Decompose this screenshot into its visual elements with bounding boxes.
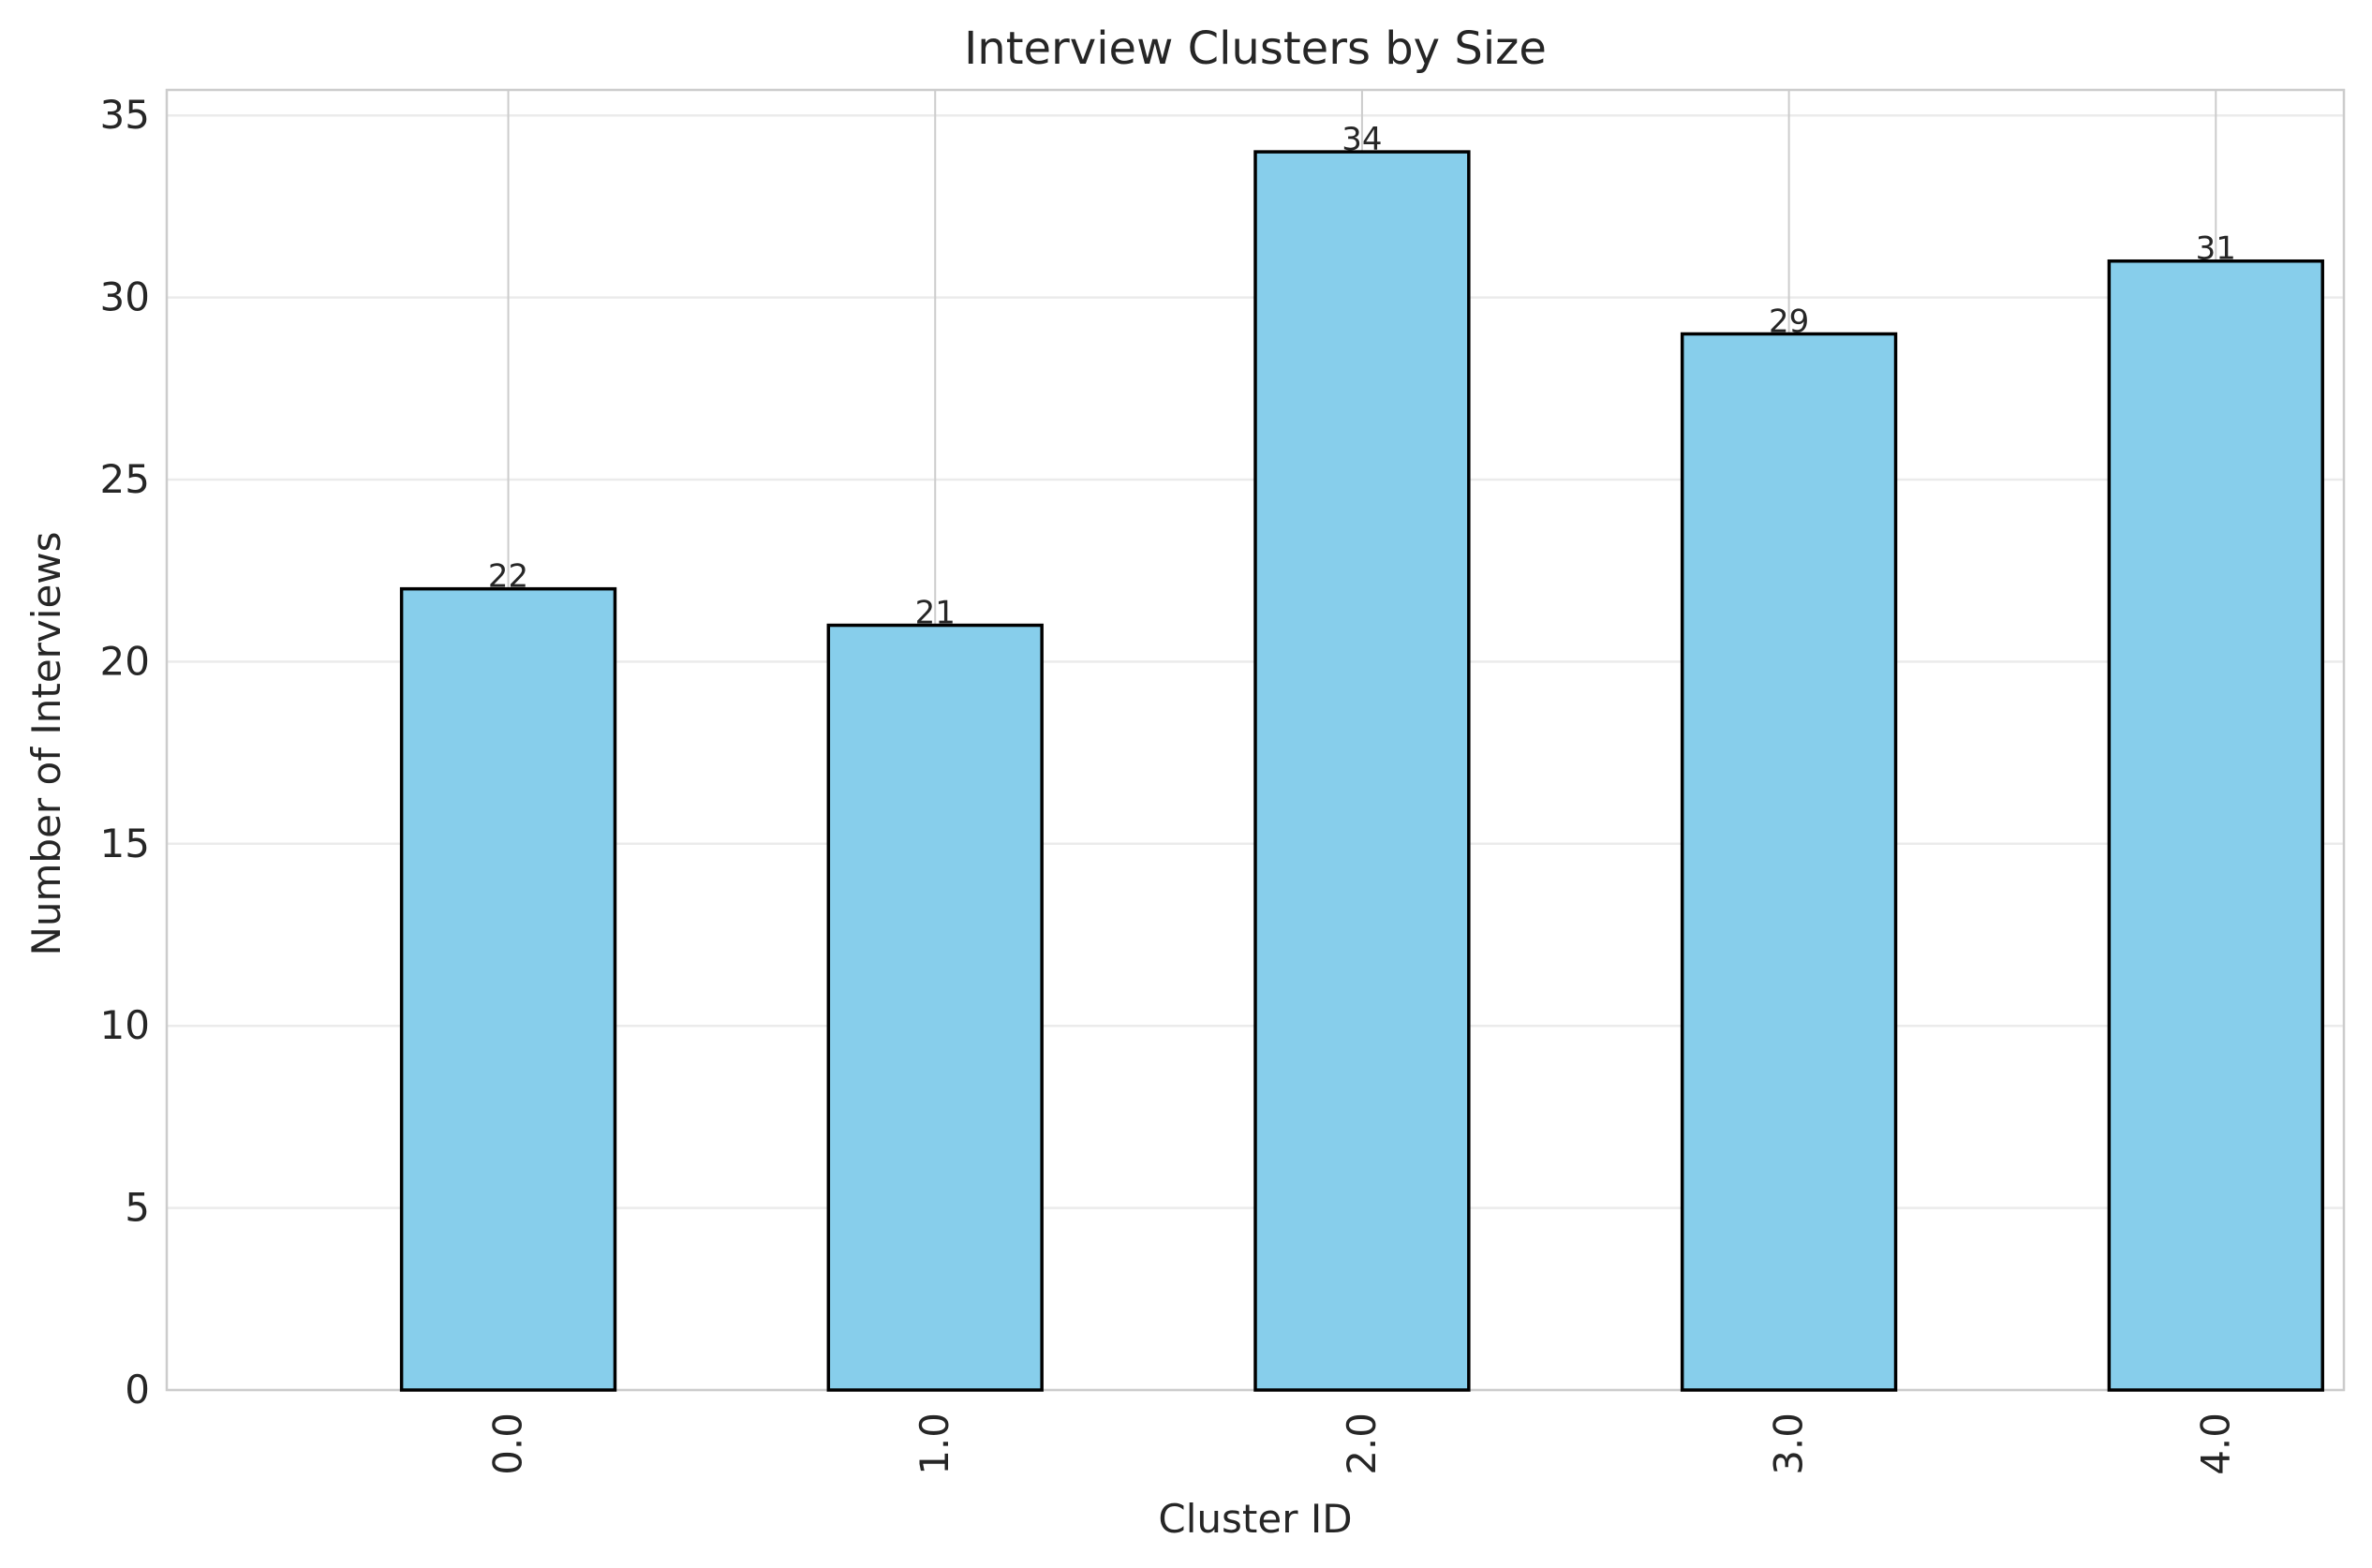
y-tick-label: 35 [100, 92, 150, 138]
bar-2 [1253, 150, 1471, 1392]
x-tick-label-0: 0.0 [485, 1413, 531, 1475]
y-tick-label: 0 [125, 1367, 150, 1413]
bar-1 [826, 623, 1044, 1392]
y-tick-label: 5 [125, 1185, 150, 1231]
data-label-2: 34 [1342, 121, 1382, 158]
y-tick-label: 10 [100, 1002, 150, 1048]
y-tick-label: 25 [100, 456, 150, 502]
bar-4 [2107, 259, 2324, 1392]
plot-area: 0 5 10 15 20 25 30 35 22 0.0 21 1.0 34 2.0 29 3.0 31 4.0 [100, 88, 2346, 1475]
y-tick-label: 20 [100, 638, 150, 684]
y-axis-label: Number of Interviews [23, 531, 69, 955]
data-label-1: 21 [915, 595, 956, 632]
x-tick-label-4: 4.0 [2192, 1413, 2238, 1475]
data-label-4: 31 [2196, 230, 2236, 268]
bar-0 [399, 586, 617, 1392]
data-label-3: 29 [1769, 303, 1809, 340]
y-tick-label: 30 [100, 274, 150, 320]
x-tick-label-1: 1.0 [912, 1413, 957, 1475]
bar-3 [1680, 332, 1898, 1392]
x-tick-label-2: 2.0 [1339, 1413, 1385, 1475]
y-tick-label: 15 [100, 821, 150, 866]
chart-title: Interview Clusters by Size [964, 22, 1547, 75]
x-tick-label-3: 3.0 [1766, 1413, 1812, 1475]
data-label-0: 22 [488, 558, 528, 596]
x-axis-label: Cluster ID [1158, 1496, 1352, 1542]
